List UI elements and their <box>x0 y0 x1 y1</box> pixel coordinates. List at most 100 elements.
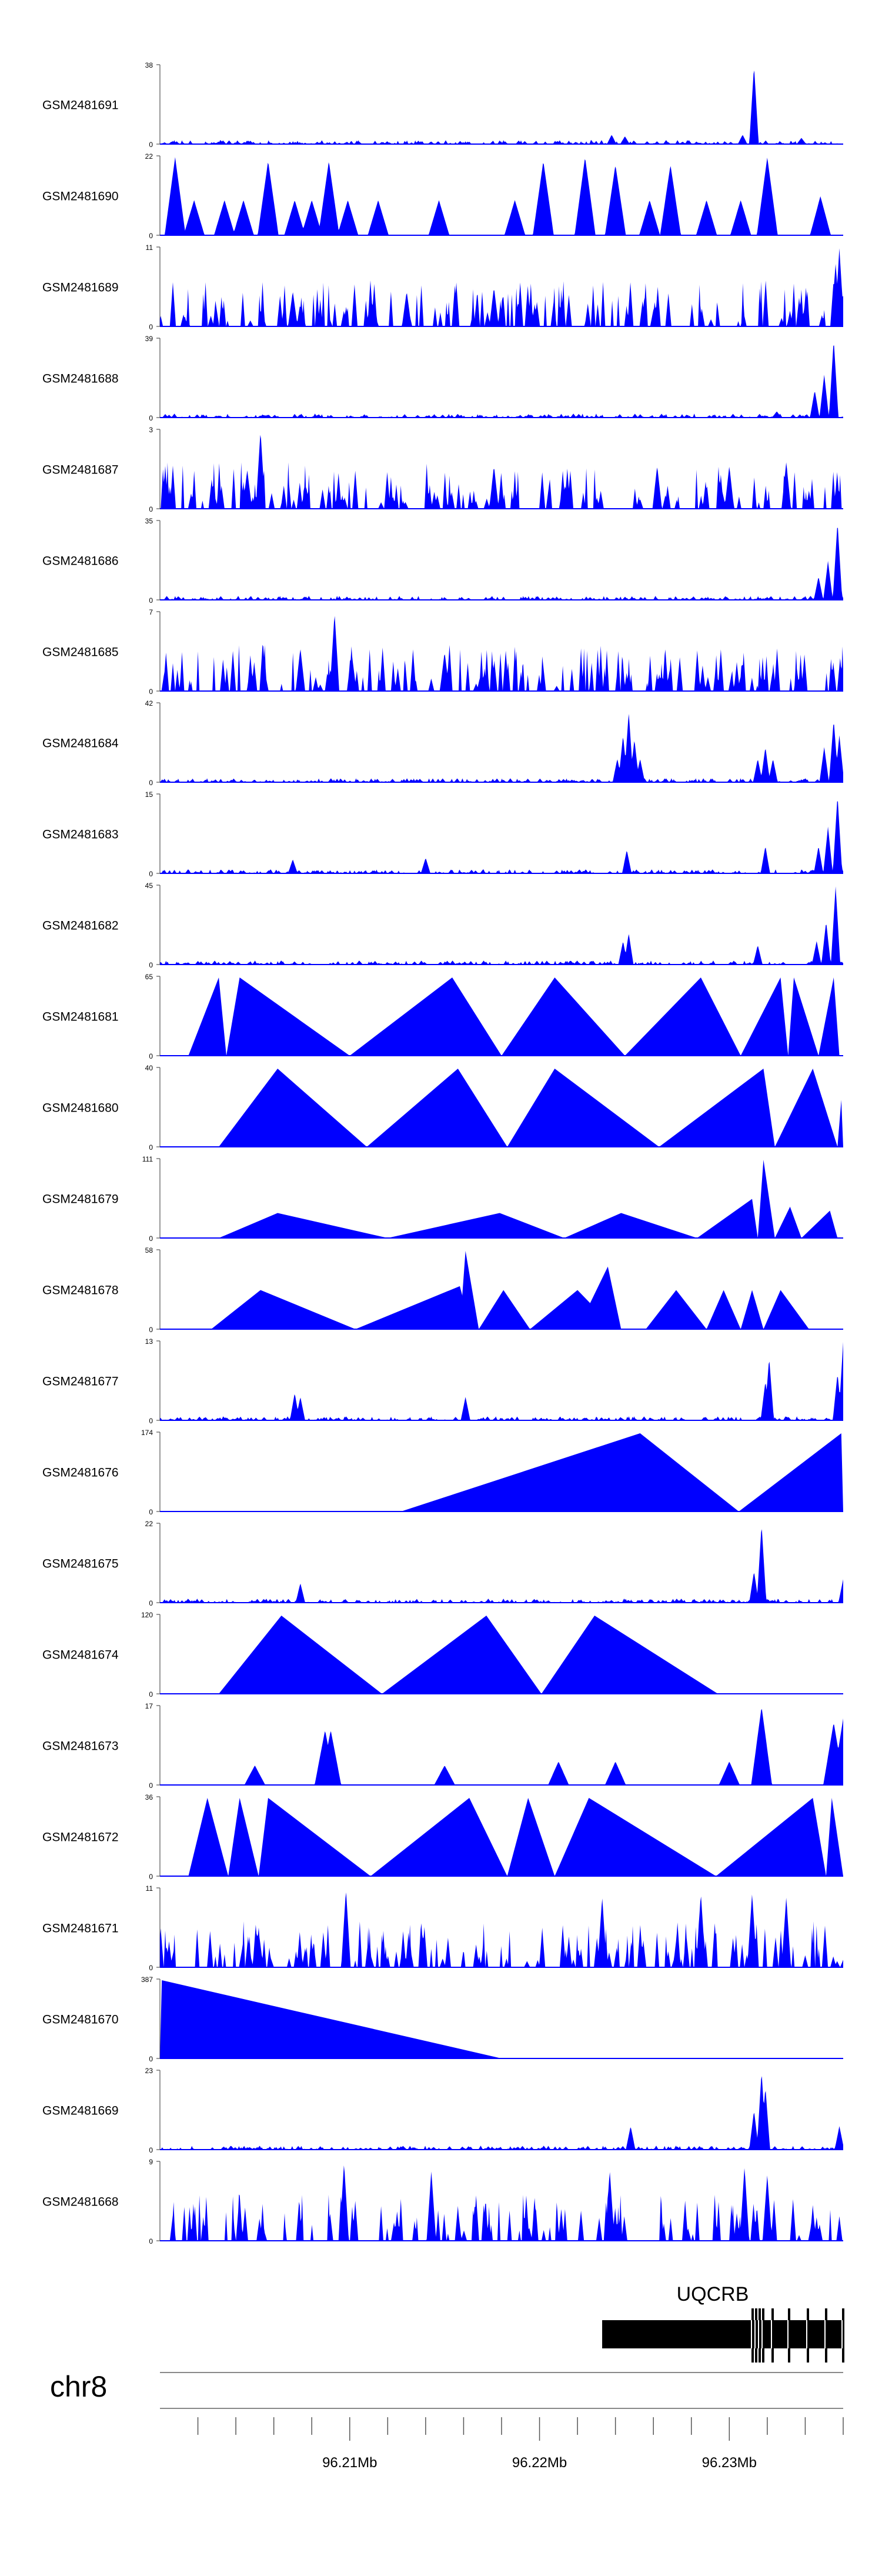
track-label: GSM2481677 <box>42 1375 119 1389</box>
y-axis-max-label: 120 <box>141 1611 153 1619</box>
coverage-peak <box>219 1069 367 1147</box>
y-axis-max-label: 22 <box>145 1520 153 1528</box>
coverage-peak <box>801 1210 838 1238</box>
y-axis-zero-label: 0 <box>149 1964 153 1972</box>
coverage-peak <box>160 1980 502 2058</box>
track-label: GSM2481691 <box>42 99 119 112</box>
axis-tick-label: 96.23Mb <box>702 2455 757 2471</box>
intron-gap <box>751 2320 752 2348</box>
y-axis-max-label: 3 <box>149 426 153 434</box>
track-label: GSM2481674 <box>42 1649 119 1662</box>
track-label: GSM2481684 <box>42 737 119 750</box>
coverage-peak <box>459 1251 479 1329</box>
y-axis-max-label: 15 <box>145 790 153 799</box>
coverage-peak <box>740 977 789 1056</box>
track-GSM2481686: GSM2481686 35 0 <box>42 517 843 605</box>
coverage-peak <box>564 1213 697 1238</box>
coverage-peak <box>188 977 226 1056</box>
coverage-area <box>160 248 843 326</box>
exon-mark <box>807 2308 809 2363</box>
y-axis-max-label: 11 <box>146 243 153 252</box>
track-label: GSM2481681 <box>42 1010 119 1024</box>
coverage-peak <box>211 1290 356 1329</box>
y-axis-max-label: 9 <box>149 2158 153 2166</box>
y-axis-zero-label: 0 <box>149 505 153 513</box>
coverage-peak <box>366 1069 507 1147</box>
track-GSM2481669: GSM2481669 23 0 <box>42 2067 843 2154</box>
track-GSM2481680: GSM2481680 40 0 <box>42 1064 843 1152</box>
coverage-area <box>160 1342 843 1420</box>
axis-tick-label: 96.22Mb <box>512 2455 567 2471</box>
coverage-area <box>160 713 843 782</box>
coverage-peak <box>818 977 840 1056</box>
track-label: GSM2481689 <box>42 281 119 295</box>
y-axis-zero-label: 0 <box>149 596 153 605</box>
coverage-peak <box>837 1100 843 1147</box>
coverage-peak <box>757 1160 775 1238</box>
coverage-area <box>160 1529 843 1603</box>
track-label: GSM2481690 <box>42 190 119 203</box>
track-label: GSM2481669 <box>42 2104 119 2118</box>
y-axis-zero-label: 0 <box>149 2146 153 2154</box>
intron-gap <box>824 2320 826 2348</box>
coverage-area <box>160 345 843 418</box>
coverage-peak <box>355 1286 472 1329</box>
intron-gap <box>771 2320 772 2348</box>
intron-gap <box>841 2320 843 2348</box>
y-axis-max-label: 36 <box>145 1793 153 1801</box>
track-GSM2481678: GSM2481678 58 0 <box>42 1246 843 1334</box>
track-GSM2481684: GSM2481684 42 0 <box>42 699 843 787</box>
track-GSM2481687: GSM2481687 3 0 <box>42 426 843 513</box>
gene-body <box>602 2320 843 2348</box>
track-GSM2481670: GSM2481670 387 0 <box>42 1976 843 2063</box>
track-GSM2481681: GSM2481681 65 0 <box>42 973 843 1060</box>
coverage-area <box>160 2165 843 2241</box>
track-label: GSM2481670 <box>42 2013 119 2027</box>
track-GSM2481676: GSM2481676 174 0 <box>42 1429 843 1516</box>
track-label: GSM2481680 <box>42 1102 119 1115</box>
intron-gap <box>806 2320 807 2348</box>
y-axis-max-label: 111 <box>142 1155 153 1163</box>
coverage-peak <box>788 977 819 1056</box>
y-axis-max-label: 17 <box>145 1702 153 1710</box>
y-axis-zero-label: 0 <box>149 323 153 331</box>
track-GSM2481691: GSM2481691 38 0 <box>42 61 843 149</box>
coverage-peak <box>774 1069 838 1147</box>
coverage-area <box>160 1709 843 1785</box>
y-axis-max-label: 65 <box>145 973 153 981</box>
track-label: GSM2481675 <box>42 1557 119 1571</box>
intron-gap <box>758 2320 759 2348</box>
coverage-peak <box>706 1290 741 1329</box>
coverage-peak <box>228 1798 259 1876</box>
track-GSM2481674: GSM2481674 120 0 <box>42 1611 843 1699</box>
coverage-area <box>160 2076 843 2150</box>
coverage-peak <box>507 1798 555 1876</box>
coverage-peak <box>739 1433 843 1511</box>
y-axis-zero-label: 0 <box>149 779 153 787</box>
coverage-peak <box>659 1069 775 1147</box>
coverage-peak <box>554 1798 716 1876</box>
genome-axis: 96.21Mb 96.22Mb 96.23Mb <box>197 2417 844 2471</box>
track-GSM2481673: GSM2481673 17 0 <box>42 1702 843 1790</box>
track-GSM2481672: GSM2481672 36 0 <box>42 1793 843 1881</box>
track-GSM2481690: GSM2481690 22 0 <box>42 152 843 240</box>
coverage-peak <box>400 1433 739 1511</box>
gene-annotation-track: UQCRB <box>602 2283 844 2363</box>
coverage-peak <box>826 1798 843 1876</box>
coverage-area <box>160 886 843 965</box>
y-axis-zero-label: 0 <box>149 232 153 240</box>
exon-mark <box>788 2308 790 2363</box>
y-axis-max-label: 38 <box>145 61 153 69</box>
y-axis-max-label: 174 <box>141 1429 153 1437</box>
exon-mark <box>842 2308 844 2363</box>
exon-mark <box>759 2308 761 2363</box>
coverage-peak <box>624 977 741 1056</box>
coverage-peak <box>349 977 502 1056</box>
axis-tick-label: 96.21Mb <box>322 2455 377 2471</box>
coverage-peak <box>382 1616 542 1694</box>
coverage-area <box>160 157 843 235</box>
track-label: GSM2481688 <box>42 372 119 386</box>
y-axis-zero-label: 0 <box>149 1326 153 1334</box>
track-GSM2481685: GSM2481685 7 0 <box>42 608 843 696</box>
exon-mark <box>751 2308 754 2363</box>
